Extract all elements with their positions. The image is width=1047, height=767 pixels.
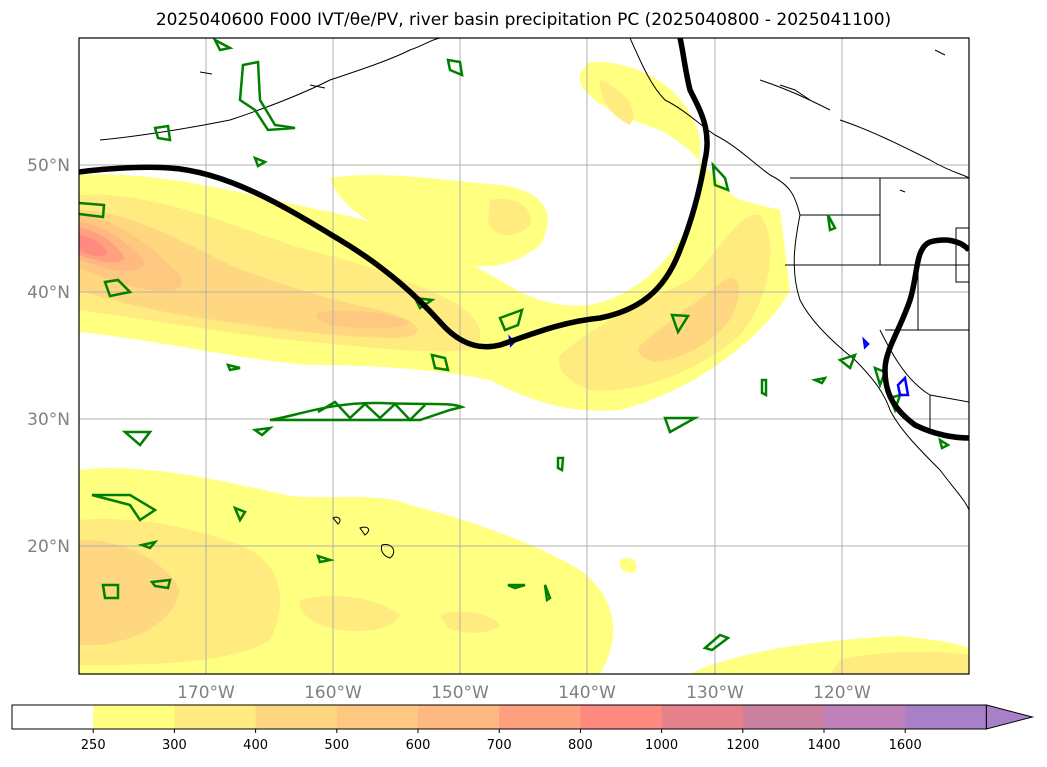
coastlines: [99, 38, 969, 559]
colorbar-tick-label: 800: [568, 738, 593, 753]
pv-contours: [79, 38, 951, 652]
colorbar-tick-label: 400: [243, 738, 268, 753]
lat-label: 20°N: [27, 537, 70, 557]
latitude-labels: 50°N 40°N 30°N 20°N: [27, 156, 70, 557]
lon-label: 150°W: [431, 683, 489, 703]
colorbar-tick-label: 1000: [645, 738, 678, 753]
lon-label: 170°W: [177, 683, 235, 703]
colorbar-tick-label: 300: [162, 738, 187, 753]
map-frame: [78, 37, 970, 675]
graticule: [79, 38, 969, 674]
lat-label: 40°N: [27, 283, 70, 303]
ivt-shading: [79, 61, 969, 674]
longitude-labels: 170°W 160°W 150°W 140°W 130°W 120°W: [177, 683, 871, 703]
colorbar-segment: [12, 705, 94, 729]
lon-label: 160°W: [304, 683, 362, 703]
colorbar-tick-label: 1600: [889, 738, 922, 753]
colorbar-segment: [742, 705, 825, 729]
lat-label: 50°N: [27, 156, 70, 176]
colorbar-segment: [661, 705, 744, 729]
map-title: 2025040600 F000 IVT/θe/PV, river basin p…: [155, 10, 892, 30]
lon-label: 130°W: [686, 683, 744, 703]
colorbar-tick-label: 700: [487, 738, 512, 753]
colorbar-tick-label: 1400: [807, 738, 840, 753]
lon-label: 140°W: [558, 683, 616, 703]
colorbar-segment: [255, 705, 338, 729]
colorbar-segment: [174, 705, 257, 729]
colorbar-tick-label: 600: [406, 738, 431, 753]
lon-label: 120°W: [813, 683, 871, 703]
colorbar-tick-label: 1200: [726, 738, 759, 753]
colorbar-tick-label: 250: [81, 738, 106, 753]
colorbar-segment: [580, 705, 663, 729]
colorbar-tick-label: 500: [324, 738, 349, 753]
colorbar-segment: [93, 705, 175, 729]
colorbar-segment: [824, 705, 906, 729]
colorbar-segment: [905, 705, 987, 729]
colorbar: 250 300 400 500 600 700 800 1000 1200 1400 1600: [11, 704, 1035, 753]
lat-label: 30°N: [27, 410, 70, 430]
theta-e-contour: [79, 38, 969, 441]
colorbar-segment: [336, 705, 419, 729]
colorbar-extend-arrow: [985, 704, 1035, 730]
colorbar-segment: [418, 705, 500, 729]
colorbar-segment: [499, 705, 581, 729]
